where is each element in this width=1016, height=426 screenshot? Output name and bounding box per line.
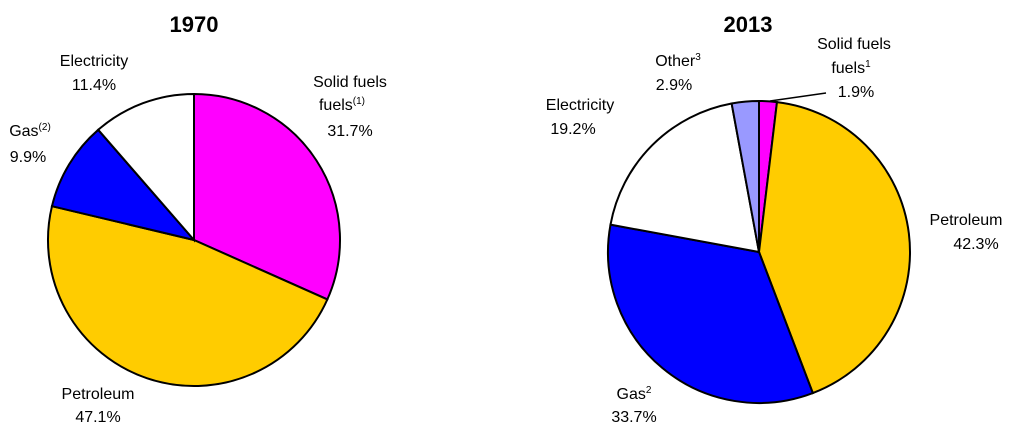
label-1970-petroleum-value: 47.1% [75,409,120,426]
pie-slice-1970-gas [50,128,197,242]
label-1970-solid-fuels-name-line1: Solid fuels [313,74,387,91]
chart-title-1970: 1970 [170,12,219,37]
label-2013-electricity-value: 19.2% [550,121,595,138]
label-2013-gas-note: 2 [646,385,652,396]
label-2013-electricity-name: Electricity [546,97,614,114]
pie-slice-2013-petroleum [757,100,911,395]
label-1970-electricity-name: Electricity [60,53,128,70]
label-1970-solid-fuels: Solid fuels [313,74,387,91]
label-2013-petroleum-name: Petroleum [930,212,1003,229]
label-2013-other-value: 2.9% [656,77,692,94]
pie-chart-1970: 1970 Solid fuels fuels(1) 31.7% Electric… [9,12,387,426]
label-2013-gas-name: Gas [617,386,646,403]
label-1970-solid-fuels-value: 31.7% [327,123,372,140]
label-1970-solid-fuels-line2: fuels(1) [319,96,365,114]
label-2013-solid-fuels-line2: fuels1 [831,59,871,77]
label-2013-solid-fuels-name-line2: fuels [831,60,865,77]
label-1970-gas-name: Gas [9,123,38,140]
chart-title-2013: 2013 [724,12,773,37]
pie-slice-1970-petroleum [47,204,329,387]
pie-chart-2013: 2013 Solid fuels fuels1 1.9% Other3 2.9%… [546,12,1003,426]
label-1970-solid-fuels-note: (1) [353,96,365,107]
label-2013-other-name: Other [655,53,696,70]
pie-slice-2013-electricity [609,102,761,254]
label-2013-gas: Gas2 [617,385,652,403]
label-1970-electricity-value: 11.4% [72,77,116,94]
label-2013-solid-fuels-name-line1: Solid fuels [817,36,891,53]
pie-slice-1970-electricity [96,92,195,243]
label-2013-other-note: 3 [695,52,701,63]
slices-2013 [607,99,911,404]
label-2013-gas-value: 33.7% [611,409,656,426]
label-1970-gas-value: 9.9% [10,149,46,166]
label-2013-solid-fuels-note: 1 [865,59,871,70]
label-1970-gas-note: (2) [39,122,51,133]
leader-line-2013-solid-fuels [769,92,827,102]
label-1970-petroleum-name: Petroleum [62,386,135,403]
label-1970-solid-fuels-name-line2: fuels [319,97,353,114]
label-1970-gas: Gas(2) [9,122,51,140]
pie-slice-2013-other [730,99,760,253]
label-2013-other: Other3 [655,52,701,70]
label-2013-petroleum-value: 42.3% [953,236,998,253]
label-2013-solid-fuels-value: 1.9% [838,84,874,101]
pie-slice-1970-solid-fuels [193,92,341,301]
pie-slice-2013-gas [607,223,815,404]
slices-1970 [47,92,341,387]
